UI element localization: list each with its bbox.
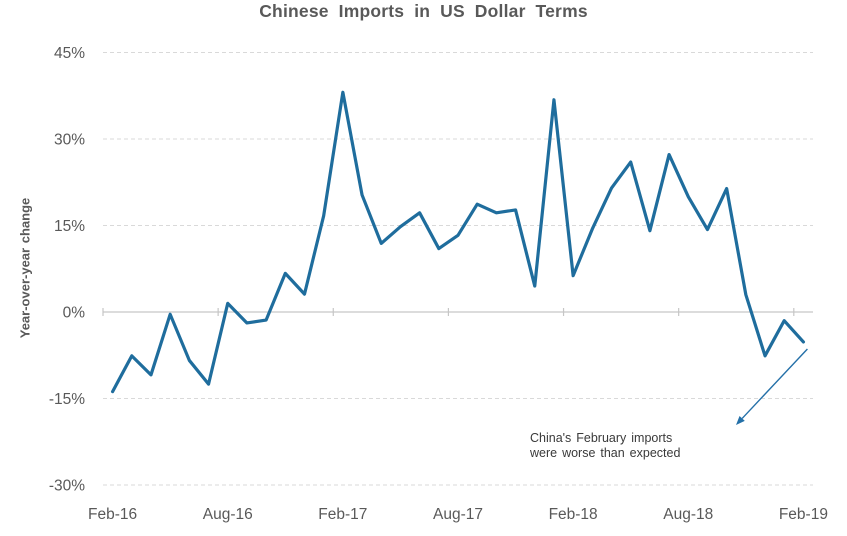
x-tick-label-feb-16: Feb-16: [88, 506, 137, 523]
imports-line: [110, 90, 806, 394]
y-tick-label-0: 0%: [63, 305, 86, 322]
annotation-line-1: China's February imports: [530, 431, 673, 445]
x-tick-label-aug-17: Aug-17: [433, 506, 483, 523]
chart-title: Chinese Imports in US Dollar Terms: [259, 1, 588, 21]
x-tick-label-aug-16: Aug-16: [203, 506, 253, 523]
y-tick-label-30: 30%: [54, 132, 85, 149]
y-tick-label--15: -15%: [49, 391, 85, 408]
x-tick-label-feb-17: Feb-17: [318, 506, 367, 523]
annotation-arrowhead: [736, 415, 745, 425]
y-tick-label-45: 45%: [54, 45, 85, 62]
annotation-text: China's February imports were worse than…: [530, 431, 680, 461]
annotation-line-2: were worse than expected: [530, 446, 681, 460]
x-tick-label-feb-18: Feb-18: [549, 506, 598, 523]
annotation-arrow-shaft: [741, 348, 808, 419]
x-tick-label-aug-18: Aug-18: [663, 506, 713, 523]
y-tick-label--30: -30%: [49, 478, 85, 495]
y-tick-label-15: 15%: [54, 218, 85, 235]
x-tick-label-feb-19: Feb-19: [779, 506, 828, 523]
